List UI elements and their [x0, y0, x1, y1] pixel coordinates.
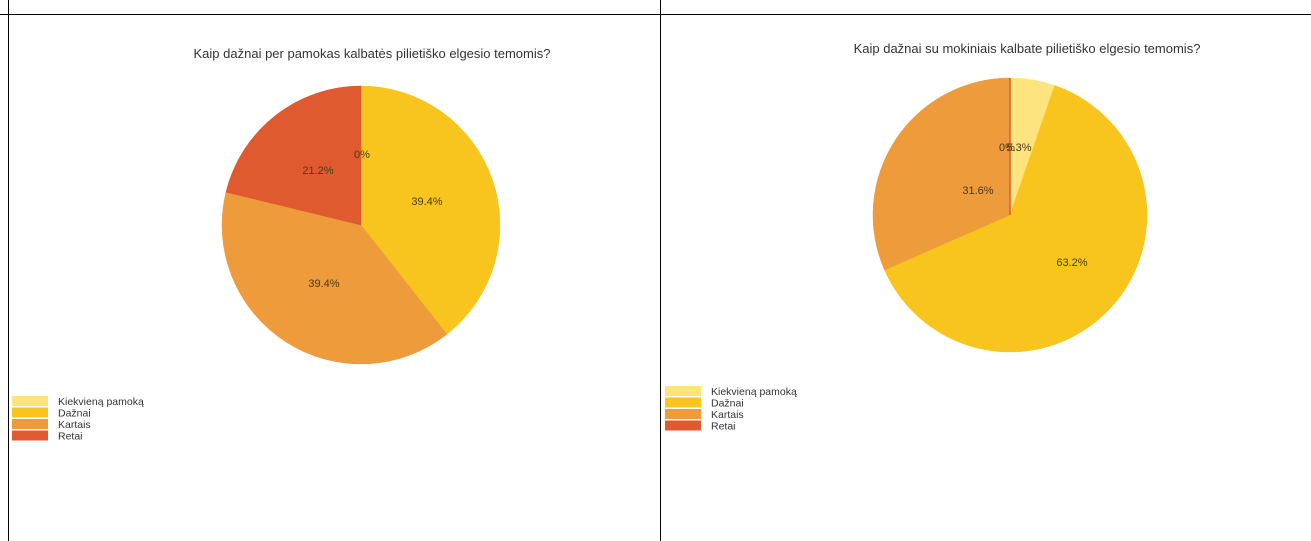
chart-title: Kaip dažnai per pamokas kalbatės pilieti… [194, 46, 551, 61]
legend-label: Dažnai [58, 408, 91, 420]
pie-slice [360, 85, 501, 335]
legend-swatch [12, 419, 48, 429]
legend-label: Kartais [58, 419, 91, 431]
legend-swatch [665, 420, 701, 431]
pie-chart-left: Kaip dažnai per pamokas kalbatės pilieti… [12, 46, 551, 443]
pie-slice [872, 77, 1011, 271]
frame-line-left [8, 0, 9, 541]
legend-label: Kiekvieną pamoką [711, 386, 797, 398]
legend-swatch [665, 397, 701, 408]
legend-label: Retai [58, 431, 83, 443]
legend-swatch [12, 430, 48, 441]
legend-swatch [665, 386, 701, 396]
pie-slice-label: 5.3% [1006, 142, 1031, 154]
pie-slice-label: 63.2% [1056, 257, 1087, 269]
pie-slice [225, 85, 362, 226]
legend-label: Kartais [711, 409, 744, 421]
legend-swatch [665, 409, 701, 419]
frame-line-middle [660, 0, 661, 541]
pie-slice-label: 39.4% [308, 278, 339, 290]
legend-swatch [12, 407, 48, 418]
chart-title: Kaip dažnai su mokiniais kalbate pilieti… [854, 41, 1201, 56]
frame-line-top [0, 14, 1311, 15]
pie-slice-label: 39.4% [411, 196, 442, 208]
pie-chart-right: Kaip dažnai su mokiniais kalbate pilieti… [665, 41, 1201, 433]
chart-panel-right: Kaip dažnai su mokiniais kalbate pilieti… [660, 0, 1311, 541]
pie-slice-label: 0% [999, 142, 1015, 154]
legend-label: Retai [711, 421, 736, 433]
legend-swatch [12, 396, 48, 406]
chart-panel-left: Kaip dažnai per pamokas kalbatės pilieti… [0, 0, 651, 541]
pie-slice [884, 85, 1148, 353]
pie-slice-label: 0% [354, 149, 370, 161]
pie-slice [221, 191, 448, 365]
pie-slice-label: 31.6% [962, 185, 993, 197]
legend-label: Kiekvieną pamoką [58, 396, 144, 408]
legend-label: Dažnai [711, 398, 744, 410]
pie-slice-label: 21.2% [302, 165, 333, 177]
